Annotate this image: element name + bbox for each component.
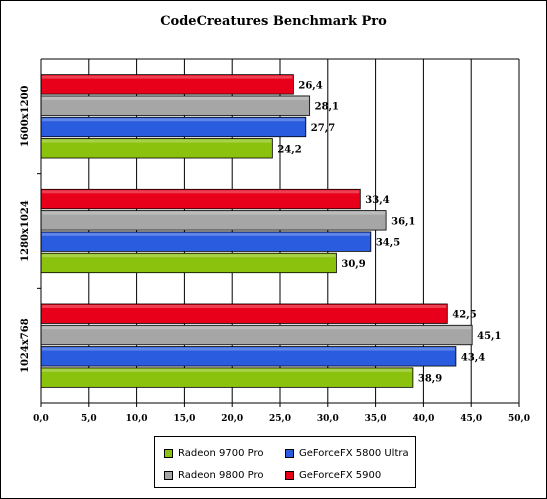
legend-item-radeon-9800-pro: Radeon 9800 Pro [164, 468, 263, 482]
chart-title: CodeCreatures Benchmark Pro [160, 14, 387, 29]
x-tick-label: 10,0 [126, 414, 148, 424]
value-label: 36,1 [391, 216, 415, 227]
x-tick-label: 15,0 [173, 414, 195, 424]
value-label: 28,1 [315, 102, 339, 113]
x-tick-label: 45,0 [460, 414, 482, 424]
value-label: 24,2 [277, 144, 301, 155]
bar-highlight [42, 190, 360, 194]
bar-highlight [42, 139, 272, 143]
x-tick-label: 25,0 [269, 414, 291, 424]
value-label: 30,9 [341, 259, 365, 270]
category-label-1024x768: 1024x768 [20, 318, 31, 373]
bar-highlight [42, 347, 455, 351]
value-label: 33,4 [365, 195, 389, 206]
x-tick-label: 30,0 [317, 414, 339, 424]
legend-label: Radeon 9700 Pro [178, 447, 264, 459]
x-tick-label: 0,0 [33, 414, 49, 424]
bar-highlight [42, 254, 336, 258]
category-label-1280x1024: 1280x1024 [20, 200, 31, 262]
bar-highlight [42, 211, 386, 215]
x-tick-label: 35,0 [365, 414, 387, 424]
x-tick-label: 20,0 [221, 414, 243, 424]
legend-item-radeon-9700-pro: Radeon 9700 Pro [164, 446, 263, 460]
legend-item-geforcefx-5800-ultra: GeForceFX 5800 Ultra [285, 446, 409, 460]
value-label: 27,7 [311, 123, 335, 134]
value-label: 26,4 [298, 80, 322, 91]
value-label: 43,4 [461, 352, 485, 363]
value-label: 34,5 [376, 238, 400, 249]
bar-highlight [42, 118, 305, 122]
legend-item-geforcefx-5900: GeForceFX 5900 [285, 468, 381, 482]
legend-label: GeForceFX 5800 Ultra [299, 447, 409, 459]
legend-swatch-geforcefx-5800-ultra [285, 448, 294, 458]
bar-highlight [42, 96, 309, 100]
bar-highlight [42, 304, 447, 308]
legend-swatch-radeon-9800-pro [164, 470, 173, 480]
value-label: 38,9 [418, 374, 442, 385]
x-tick-label: 50,0 [508, 414, 530, 424]
bar-highlight [42, 75, 293, 79]
category-label-1600x1200: 1600x1200 [20, 85, 31, 147]
legend-label: Radeon 9800 Pro [178, 469, 264, 481]
legend-swatch-geforcefx-5900 [285, 470, 294, 480]
value-label: 45,1 [477, 331, 501, 342]
x-tick-label: 5,0 [81, 414, 97, 424]
value-label: 42,5 [452, 310, 476, 321]
legend-swatch-radeon-9700-pro [164, 448, 173, 458]
bar-highlight [42, 232, 370, 236]
x-tick-label: 40,0 [412, 414, 434, 424]
chart-legend: Radeon 9700 Pro GeForceFX 5800 Ultra Rad… [154, 436, 416, 488]
bar-highlight [42, 326, 472, 330]
legend-label: GeForceFX 5900 [299, 469, 382, 481]
bar-highlight [42, 368, 412, 372]
